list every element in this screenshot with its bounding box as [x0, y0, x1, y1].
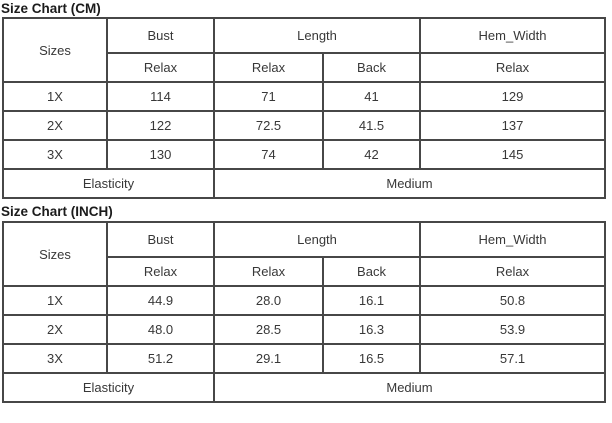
elasticity-value-cell: Medium: [212, 168, 607, 199]
elasticity-label-cell: Elasticity: [2, 168, 215, 199]
size-chart-inch-table: Sizes Bust Length Hem_Width Relax Relax …: [2, 221, 607, 403]
header-cell-length: Length: [212, 221, 422, 258]
size-cell: 1X: [2, 285, 108, 316]
header-cell-sizes: Sizes: [2, 221, 108, 287]
subheader-cell-hem-relax: Relax: [419, 52, 607, 83]
header-cell-bust: Bust: [106, 17, 215, 54]
table-row-2x: 2X 48.0 28.5 16.3 53.9: [2, 314, 607, 345]
header-cell-length: Length: [212, 17, 422, 54]
value-cell-length-back: 42: [321, 139, 422, 170]
value-cell-length-relax: 29.1: [213, 343, 324, 374]
subheader-cell-hem-relax: Relax: [419, 256, 607, 287]
table-row-2x: 2X 122 72.5 41.5 137: [2, 110, 607, 141]
table-row-3x: 3X 51.2 29.1 16.5 57.1: [2, 343, 607, 374]
footer-row: Elasticity Medium: [2, 168, 607, 199]
subheader-cell-bust-relax: Relax: [106, 256, 215, 287]
value-cell-length-relax: 28.5: [213, 314, 324, 345]
header-cell-hem-width: Hem_Width: [419, 221, 607, 258]
value-cell-hem: 145: [419, 139, 607, 170]
table-row-3x: 3X 130 74 42 145: [2, 139, 607, 170]
value-cell-hem: 137: [419, 110, 607, 141]
subheader-cell-length-relax: Relax: [213, 52, 324, 83]
value-cell-hem: 57.1: [419, 343, 607, 374]
footer-row: Elasticity Medium: [2, 372, 607, 403]
table-row-1x: 1X 114 71 41 129: [2, 81, 607, 112]
header-cell-sizes: Sizes: [2, 17, 108, 83]
value-cell-length-back: 16.3: [321, 314, 422, 345]
value-cell-bust: 114: [106, 81, 215, 112]
subheader-cell-length-back: Back: [321, 52, 422, 83]
size-cell: 2X: [2, 314, 108, 345]
value-cell-length-back: 16.5: [321, 343, 422, 374]
header-sub-row: Relax Relax Back Relax: [3, 52, 607, 83]
header-cell-hem-width: Hem_Width: [419, 17, 607, 54]
size-cell: 2X: [2, 110, 108, 141]
value-cell-length-relax: 71: [213, 81, 324, 112]
value-cell-bust: 51.2: [106, 343, 215, 374]
value-cell-length-back: 41: [321, 81, 422, 112]
value-cell-length-relax: 72.5: [213, 110, 324, 141]
header-group-row: Sizes Bust Length Hem_Width: [2, 221, 607, 287]
subheader-cell-length-relax: Relax: [213, 256, 324, 287]
size-cell: 3X: [2, 139, 108, 170]
value-cell-hem: 129: [419, 81, 607, 112]
size-chart-cm-table: Sizes Bust Length Hem_Width Relax Relax …: [2, 17, 607, 199]
value-cell-hem: 50.8: [419, 285, 607, 316]
value-cell-bust: 130: [106, 139, 215, 170]
value-cell-length-relax: 28.0: [213, 285, 324, 316]
value-cell-bust: 48.0: [106, 314, 215, 345]
header-sub-row: Relax Relax Back Relax: [3, 256, 607, 287]
value-cell-bust: 122: [106, 110, 215, 141]
value-cell-length-relax: 74: [213, 139, 324, 170]
size-cell: 1X: [2, 81, 108, 112]
header-group-row: Sizes Bust Length Hem_Width: [2, 17, 607, 83]
header-cell-bust: Bust: [106, 221, 215, 258]
value-cell-length-back: 41.5: [321, 110, 422, 141]
value-cell-length-back: 16.1: [321, 285, 422, 316]
elasticity-value-cell: Medium: [212, 372, 607, 403]
value-cell-bust: 44.9: [106, 285, 215, 316]
size-cell: 3X: [2, 343, 108, 374]
subheader-cell-length-back: Back: [321, 256, 422, 287]
elasticity-label-cell: Elasticity: [2, 372, 215, 403]
value-cell-hem: 53.9: [419, 314, 607, 345]
size-chart-cm-title: Size Chart (CM): [1, 1, 101, 16]
subheader-cell-bust-relax: Relax: [106, 52, 215, 83]
table-row-1x: 1X 44.9 28.0 16.1 50.8: [2, 285, 607, 316]
size-chart-inch-title: Size Chart (INCH): [1, 204, 113, 219]
